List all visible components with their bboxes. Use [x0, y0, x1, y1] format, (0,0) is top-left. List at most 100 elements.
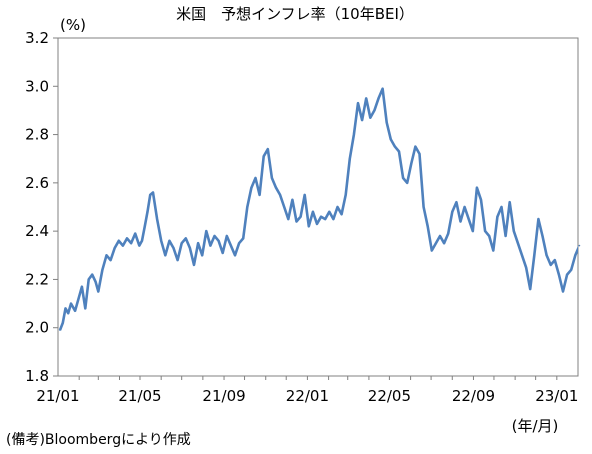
data-point: [287, 218, 290, 220]
data-point: [101, 269, 104, 271]
data-point: [451, 211, 454, 213]
data-point: [353, 133, 355, 136]
data-point: [340, 213, 343, 215]
data-point: [291, 199, 294, 201]
data-point: [574, 254, 577, 257]
y-tick-label: 2.8: [25, 126, 49, 144]
data-point: [431, 249, 433, 252]
data-point: [189, 247, 191, 249]
data-point: [134, 232, 136, 235]
data-point: [545, 254, 548, 257]
data-point: [164, 254, 167, 257]
data-point: [537, 218, 540, 220]
data-point: [209, 244, 212, 247]
data-point: [105, 254, 108, 257]
data-point: [508, 201, 511, 203]
data-point: [476, 186, 478, 189]
data-point: [279, 194, 281, 196]
data-point: [406, 182, 409, 184]
data-point: [332, 218, 335, 220]
data-point: [271, 177, 273, 179]
data-point: [246, 206, 249, 208]
data-point: [213, 235, 216, 237]
data-point: [488, 235, 491, 237]
data-point: [402, 177, 404, 179]
data-point: [254, 177, 257, 179]
data-point: [299, 215, 302, 218]
y-tick-label: 3.0: [25, 77, 49, 95]
data-point: [193, 264, 195, 266]
data-point: [467, 218, 470, 220]
data-point: [455, 201, 458, 203]
x-tick-label: 22/05: [368, 387, 411, 405]
x-axis: 21/01 21/05 21/09 22/01 22/05 22/09 23/01: [36, 376, 578, 405]
data-point: [480, 199, 482, 201]
data-point: [562, 290, 564, 293]
data-point: [549, 264, 552, 266]
data-point: [558, 273, 560, 276]
data-point: [149, 194, 151, 196]
data-point: [459, 220, 462, 223]
y-tick-label: 1.8: [25, 367, 49, 385]
data-point: [205, 230, 208, 232]
data-point: [267, 148, 269, 150]
data-point: [160, 240, 162, 242]
data-point: [67, 312, 69, 315]
data-point: [316, 223, 318, 225]
data-point: [185, 237, 187, 240]
y-tick-label: 2.2: [25, 270, 49, 288]
data-point: [463, 206, 466, 208]
data-point: [312, 211, 314, 213]
data-point: [113, 247, 116, 249]
data-point: [221, 252, 224, 254]
data-point: [570, 269, 572, 271]
data-point: [447, 232, 450, 235]
data-point: [250, 186, 253, 189]
data-point: [141, 240, 143, 242]
data-point: [422, 206, 425, 208]
data-point: [344, 194, 347, 196]
data-point: [138, 244, 141, 247]
data-point: [349, 157, 351, 160]
data-point: [109, 259, 112, 261]
data-point: [59, 329, 61, 331]
data-point: [226, 235, 228, 237]
data-point: [394, 145, 396, 148]
data-point: [439, 235, 441, 237]
x-tick-label: 21/09: [202, 387, 245, 405]
data-point: [496, 215, 499, 218]
data-point: [242, 237, 244, 240]
data-point: [201, 254, 203, 257]
data-point: [373, 109, 376, 112]
y-tick-label: 2.0: [25, 319, 49, 337]
data-point: [156, 218, 158, 220]
data-point: [566, 273, 568, 276]
data-point: [414, 145, 417, 148]
data-point: [84, 307, 87, 310]
y-unit-label: (%): [60, 16, 86, 34]
data-point: [320, 215, 322, 218]
data-point: [144, 225, 146, 228]
x-axis-unit-label: (年/月): [512, 417, 559, 435]
data-point: [283, 206, 286, 208]
data-point: [525, 266, 527, 269]
data-point: [275, 186, 277, 189]
data-point: [168, 240, 171, 242]
data-point: [308, 225, 310, 228]
data-point: [64, 307, 67, 310]
data-point: [578, 244, 581, 247]
plot-area: [57, 37, 579, 377]
y-tick-label: 2.6: [25, 174, 49, 192]
data-point: [426, 225, 429, 228]
x-tick-label: 22/09: [452, 387, 495, 405]
data-point: [504, 235, 507, 237]
data-point: [365, 97, 368, 100]
data-point: [197, 242, 199, 244]
data-point: [180, 242, 183, 244]
data-point: [381, 87, 384, 90]
data-point: [176, 259, 179, 261]
data-point: [492, 249, 495, 252]
data-point: [217, 240, 220, 242]
data-point: [336, 206, 339, 208]
